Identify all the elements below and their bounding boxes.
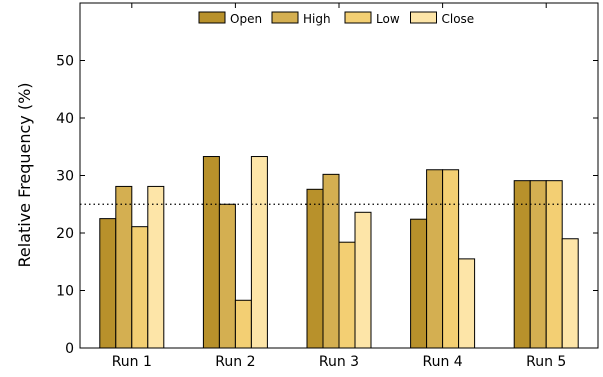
bar-open — [410, 218, 428, 349]
y-tick-label: 30 — [56, 169, 74, 185]
legend-label-low: Low — [376, 12, 400, 26]
legend-swatch-low — [344, 11, 372, 24]
x-tick-label: Run 2 — [215, 354, 255, 370]
legend-swatch-open — [198, 11, 226, 24]
x-tick-label: Run 3 — [319, 354, 359, 370]
y-tick-label: 10 — [56, 284, 74, 300]
legend-swatch-close — [410, 11, 437, 24]
bar-low — [131, 226, 149, 349]
plot-frame — [79, 2, 599, 349]
bar-low — [545, 180, 563, 349]
bars — [99, 156, 579, 349]
legend: Open High Low Close — [198, 11, 475, 26]
x-tick-label: Run 4 — [422, 354, 462, 370]
bar-open — [306, 188, 324, 349]
bar-close — [250, 156, 268, 349]
y-axis-title: Relative Frequency (%) — [15, 82, 34, 267]
y-tick-label: 20 — [56, 226, 74, 242]
x-tick-label: Run 1 — [112, 354, 152, 370]
legend-label-open: Open — [230, 12, 262, 26]
bar-low — [442, 169, 460, 349]
bar-open — [99, 218, 117, 349]
bar-open — [202, 156, 220, 349]
bar-low — [234, 299, 252, 349]
bar-close — [354, 211, 372, 349]
bar-high — [218, 203, 236, 349]
y-tick-label: 50 — [56, 54, 74, 70]
y-tick-label: 40 — [56, 111, 74, 127]
bar-high — [322, 173, 340, 349]
bar-high — [426, 169, 444, 349]
bar-close — [561, 238, 579, 349]
legend-label-high: High — [303, 12, 331, 26]
bar-low — [338, 241, 356, 349]
x-axis: Run 1 Run 2 Run 3 Run 4 Run 5 — [112, 3, 566, 370]
bar-high — [529, 180, 547, 349]
bar-close — [147, 185, 165, 349]
x-tick-label: Run 5 — [526, 354, 566, 370]
legend-label-close: Close — [442, 12, 475, 26]
legend-swatch-high — [271, 11, 299, 24]
y-tick-label: 0 — [65, 341, 74, 357]
bar-close — [458, 258, 476, 349]
bar-high — [115, 185, 133, 349]
y-axis: 0 10 20 30 40 50 — [56, 54, 598, 357]
bar-open — [513, 180, 531, 349]
